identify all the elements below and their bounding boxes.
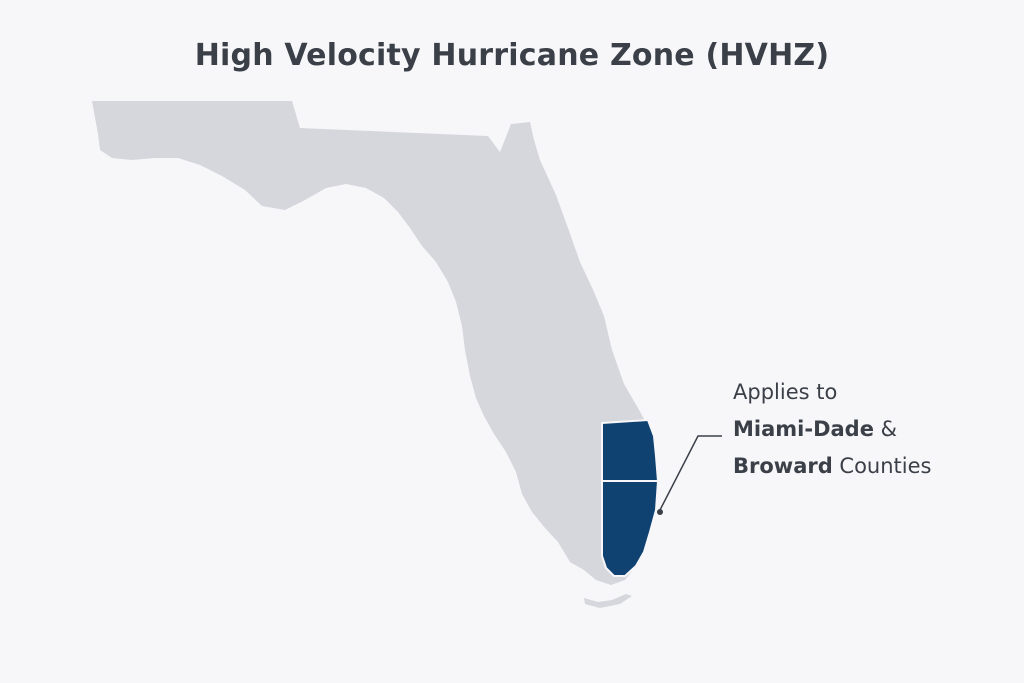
county-name-broward: Broward	[733, 454, 833, 478]
callout-ampersand: &	[873, 417, 898, 441]
hvhz-callout: Applies to Miami-Dade & Broward Counties	[733, 374, 932, 485]
florida-state-shape	[92, 101, 658, 585]
florida-keys-shape	[584, 594, 632, 608]
broward-county-region	[601, 418, 660, 482]
callout-line-1: Applies to	[733, 380, 838, 404]
callout-leader-line	[659, 435, 722, 511]
county-name-miami-dade: Miami-Dade	[733, 417, 874, 441]
map-title: High Velocity Hurricane Zone (HVHZ)	[194, 38, 830, 73]
callout-suffix: Counties	[832, 454, 932, 478]
miami-dade-county-region	[601, 480, 660, 577]
callout-line-2: Miami-Dade &	[733, 411, 932, 448]
callout-line-3: Broward Counties	[733, 448, 932, 485]
callout-leader-dot	[657, 509, 663, 515]
